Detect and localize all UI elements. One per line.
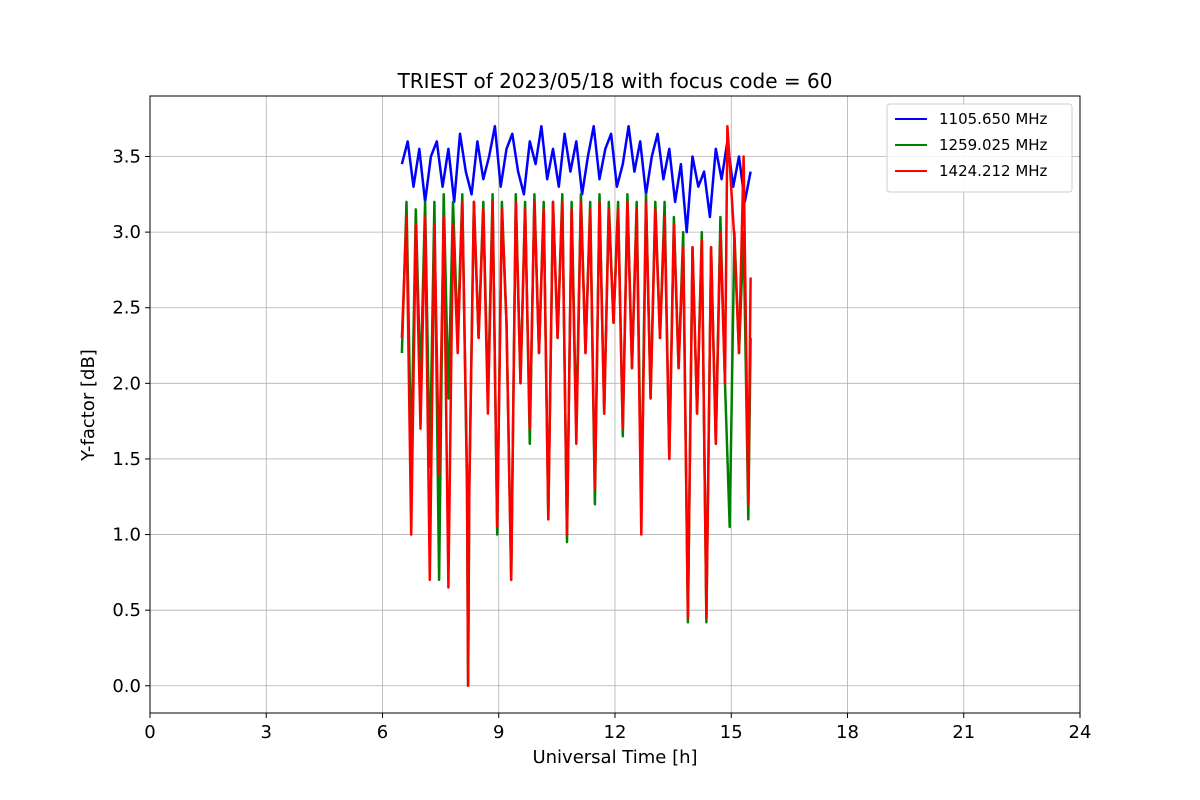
x-tick-label: 15 <box>720 722 743 743</box>
x-tick-label: 18 <box>836 722 859 743</box>
x-axis-ticks: 0 3 6 9 12 15 18 21 24 <box>144 713 1091 743</box>
y-tick-label: 0.0 <box>112 676 141 697</box>
x-tick-label: 24 <box>1069 722 1092 743</box>
y-tick-label: 0.5 <box>112 600 141 621</box>
x-axis-label: Universal Time [h] <box>532 747 697 768</box>
y-tick-label: 2.0 <box>112 373 141 394</box>
y-tick-label: 3.0 <box>112 222 141 243</box>
x-tick-label: 21 <box>952 722 975 743</box>
y-axis-ticks: 0.0 0.5 1.0 1.5 2.0 2.5 3.0 3.5 <box>112 146 150 697</box>
legend-label: 1259.025 MHz <box>939 136 1048 154</box>
y-tick-label: 1.0 <box>112 525 141 546</box>
legend-box <box>886 103 1073 193</box>
y-tick-label: 2.5 <box>112 298 141 319</box>
legend-label: 1424.212 MHz <box>939 162 1048 180</box>
x-tick-label: 12 <box>604 722 627 743</box>
chart-title: TRIEST of 2023/05/18 with focus code = 6… <box>397 69 833 93</box>
y-axis-label: Y-factor [dB] <box>78 349 99 462</box>
y-tick-label: 3.5 <box>112 146 141 167</box>
legend-label: 1105.650 MHz <box>939 110 1048 128</box>
series-line-1 <box>400 124 752 234</box>
y-tick-label: 1.5 <box>112 449 141 470</box>
x-tick-label: 0 <box>144 722 155 743</box>
plot-series <box>400 124 752 688</box>
x-tick-label: 3 <box>261 722 272 743</box>
series-line-3 <box>400 124 752 688</box>
x-tick-label: 9 <box>493 722 504 743</box>
legend: 1105.650 MHz 1259.025 MHz 1424.212 MHz <box>886 103 1073 193</box>
x-tick-label: 6 <box>377 722 388 743</box>
